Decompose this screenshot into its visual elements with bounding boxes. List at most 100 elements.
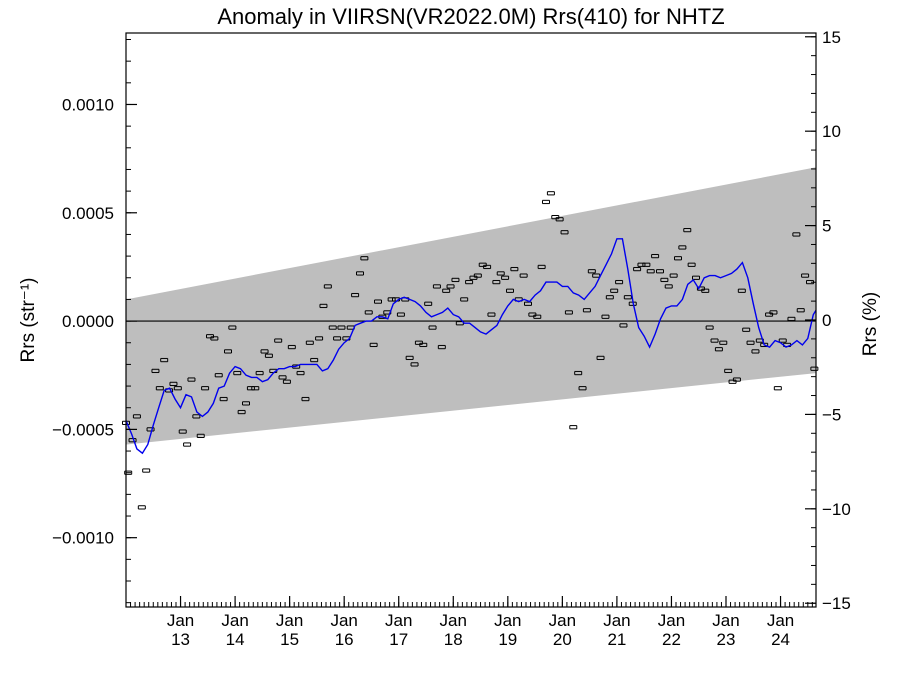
data-point (719, 340, 728, 345)
data-point (746, 340, 755, 345)
data-point (342, 336, 351, 341)
data-point (219, 396, 228, 402)
data-point (364, 310, 373, 315)
x-tick-label-year: 14 (226, 630, 245, 649)
data-point (678, 245, 687, 250)
x-tick-label-month: Jan (167, 611, 194, 630)
data-point (664, 284, 673, 289)
x-tick-label-year: 24 (771, 630, 790, 649)
data-point (810, 366, 819, 371)
left-axis-ticks: 0.0010 0.0005 0.0000 −0.0005 −0.0010 (52, 38, 137, 604)
data-point (233, 370, 242, 376)
x-tick-label-year: 20 (553, 630, 572, 649)
data-point (201, 386, 210, 391)
data-point (428, 325, 437, 330)
data-point (228, 325, 237, 330)
data-point (296, 370, 305, 376)
data-point (274, 338, 283, 343)
x-tick-label-month: Jan (549, 611, 576, 630)
data-point (396, 312, 405, 317)
data-point (242, 401, 250, 406)
data-point (206, 334, 214, 339)
x-tick-label-month: Jan (658, 611, 685, 630)
band-area (126, 167, 816, 445)
data-point (319, 303, 328, 309)
data-point (351, 292, 360, 298)
data-point (592, 273, 601, 278)
data-point (224, 349, 232, 354)
x-tick-label-month: Jan (494, 611, 521, 630)
data-point (337, 325, 346, 330)
data-point (328, 325, 337, 330)
x-tick-label-year: 18 (444, 630, 463, 649)
data-point (492, 279, 501, 285)
data-point (619, 323, 628, 328)
data-point (751, 349, 760, 354)
data-point (605, 295, 614, 300)
data-point (446, 284, 455, 289)
data-point (333, 336, 342, 341)
data-point (646, 269, 655, 274)
right-axis-label: Rrs (%) (860, 292, 881, 356)
data-point (356, 271, 364, 276)
data-point (369, 342, 378, 348)
data-point (769, 310, 778, 315)
data-point (132, 414, 141, 419)
data-point (542, 199, 550, 205)
data-point (146, 427, 155, 432)
data-point (551, 214, 560, 220)
data-point (533, 314, 542, 319)
data-point (374, 299, 382, 304)
data-point (792, 232, 801, 237)
data-point (564, 310, 573, 315)
x-tick-label-year: 19 (498, 630, 517, 649)
data-point (469, 275, 478, 280)
data-point (642, 262, 651, 267)
x-tick-label-year: 17 (389, 630, 408, 649)
data-point (251, 386, 260, 391)
data-point (569, 425, 578, 430)
right-tick-label: −5 (822, 405, 841, 424)
data-point (660, 277, 669, 283)
data-point (574, 370, 583, 376)
data-point (155, 386, 164, 391)
data-point (773, 386, 782, 391)
data-point (310, 357, 319, 363)
data-point (442, 288, 451, 293)
left-tick-label: −0.0005 (52, 420, 114, 439)
left-tick-label: 0.0010 (62, 95, 114, 114)
right-axis-ticks: 15 10 5 0 −5 −10 −15 (805, 28, 851, 613)
data-point (264, 353, 273, 358)
data-point (437, 344, 446, 350)
x-tick-label-month: Jan (276, 611, 303, 630)
right-tick-label: 10 (822, 122, 841, 141)
x-tick-label-year: 21 (607, 630, 626, 649)
right-tick-label: −10 (822, 500, 851, 519)
data-points (122, 191, 819, 510)
data-point (765, 312, 774, 317)
data-point (315, 336, 324, 341)
data-point (501, 275, 510, 280)
left-tick-label: 0.0000 (62, 312, 114, 331)
data-point (728, 379, 737, 384)
data-point (432, 284, 441, 289)
data-point (473, 273, 482, 278)
x-tick-label-month: Jan (603, 611, 630, 630)
x-tick-label-year: 23 (717, 630, 736, 649)
data-point (519, 273, 528, 278)
x-tick-label-year: 13 (171, 630, 190, 649)
data-point (465, 279, 474, 285)
data-point (796, 308, 805, 313)
data-point (623, 295, 632, 300)
data-point (587, 269, 596, 274)
data-point (737, 288, 746, 293)
data-point (360, 256, 369, 261)
data-point (801, 273, 810, 278)
data-point (460, 297, 469, 302)
running-mean-line (125, 238, 817, 455)
data-point (137, 505, 146, 510)
data-point (687, 262, 696, 267)
x-tick-label-year: 22 (662, 630, 681, 649)
data-point (633, 266, 642, 272)
